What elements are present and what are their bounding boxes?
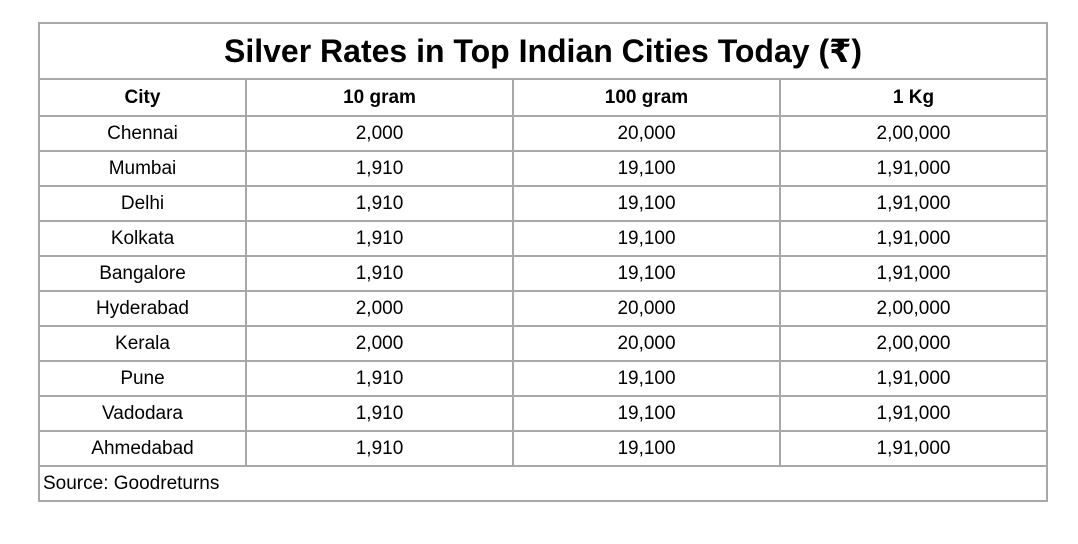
- rate-100g-cell: 20,000: [512, 115, 781, 152]
- city-cell: Bangalore: [40, 255, 247, 292]
- silver-rates-table-card: Silver Rates in Top Indian Cities Today …: [38, 22, 1048, 502]
- rate-1kg-cell: 2,00,000: [779, 325, 1046, 362]
- rate-100g-cell: 19,100: [512, 360, 781, 397]
- table-row: Delhi 1,910 19,100 1,91,000: [40, 185, 1046, 222]
- header-row: City 10 gram 100 gram 1 Kg: [40, 80, 1046, 117]
- rate-1kg-cell: 2,00,000: [779, 290, 1046, 327]
- city-cell: Ahmedabad: [40, 430, 247, 467]
- table-title: Silver Rates in Top Indian Cities Today …: [40, 24, 1046, 80]
- rate-10g-cell: 1,910: [245, 220, 514, 257]
- table-row: Pune 1,910 19,100 1,91,000: [40, 360, 1046, 397]
- rate-10g-cell: 2,000: [245, 290, 514, 327]
- rate-100g-cell: 19,100: [512, 150, 781, 187]
- city-cell: Chennai: [40, 115, 247, 152]
- column-header-10-gram: 10 gram: [245, 80, 514, 117]
- rate-1kg-cell: 1,91,000: [779, 395, 1046, 432]
- city-cell: Pune: [40, 360, 247, 397]
- rate-1kg-cell: 1,91,000: [779, 360, 1046, 397]
- rate-10g-cell: 1,910: [245, 255, 514, 292]
- table-row: Mumbai 1,910 19,100 1,91,000: [40, 150, 1046, 187]
- source-note: Source: Goodreturns: [43, 473, 220, 494]
- rate-100g-cell: 19,100: [512, 220, 781, 257]
- city-cell: Kerala: [40, 325, 247, 362]
- city-cell: Hyderabad: [40, 290, 247, 327]
- rate-10g-cell: 2,000: [245, 325, 514, 362]
- table-row: Kerala 2,000 20,000 2,00,000: [40, 325, 1046, 362]
- table-row: Kolkata 1,910 19,100 1,91,000: [40, 220, 1046, 257]
- rate-1kg-cell: 1,91,000: [779, 255, 1046, 292]
- column-header-1-kg: 1 Kg: [779, 80, 1046, 117]
- rate-100g-cell: 19,100: [512, 255, 781, 292]
- rate-1kg-cell: 1,91,000: [779, 150, 1046, 187]
- rate-1kg-cell: 1,91,000: [779, 220, 1046, 257]
- city-cell: Kolkata: [40, 220, 247, 257]
- rate-100g-cell: 20,000: [512, 325, 781, 362]
- rate-100g-cell: 20,000: [512, 290, 781, 327]
- rate-10g-cell: 1,910: [245, 430, 514, 467]
- city-cell: Delhi: [40, 185, 247, 222]
- table-row: Hyderabad 2,000 20,000 2,00,000: [40, 290, 1046, 327]
- table-row: Vadodara 1,910 19,100 1,91,000: [40, 395, 1046, 432]
- column-header-100-gram: 100 gram: [512, 80, 781, 117]
- rate-100g-cell: 19,100: [512, 430, 781, 467]
- rate-10g-cell: 1,910: [245, 150, 514, 187]
- city-cell: Vadodara: [40, 395, 247, 432]
- rate-1kg-cell: 1,91,000: [779, 185, 1046, 222]
- column-header-city: City: [40, 80, 247, 117]
- rate-10g-cell: 1,910: [245, 360, 514, 397]
- table-row: Chennai 2,000 20,000 2,00,000: [40, 115, 1046, 152]
- rate-10g-cell: 1,910: [245, 185, 514, 222]
- rate-10g-cell: 2,000: [245, 115, 514, 152]
- rate-1kg-cell: 2,00,000: [779, 115, 1046, 152]
- rate-10g-cell: 1,910: [245, 395, 514, 432]
- rate-1kg-cell: 1,91,000: [779, 430, 1046, 467]
- silver-rates-table: City 10 gram 100 gram 1 Kg Chennai 2,000…: [40, 80, 1046, 467]
- rate-100g-cell: 19,100: [512, 185, 781, 222]
- city-cell: Mumbai: [40, 150, 247, 187]
- rate-100g-cell: 19,100: [512, 395, 781, 432]
- table-row: Ahmedabad 1,910 19,100 1,91,000: [40, 430, 1046, 467]
- table-row: Bangalore 1,910 19,100 1,91,000: [40, 255, 1046, 292]
